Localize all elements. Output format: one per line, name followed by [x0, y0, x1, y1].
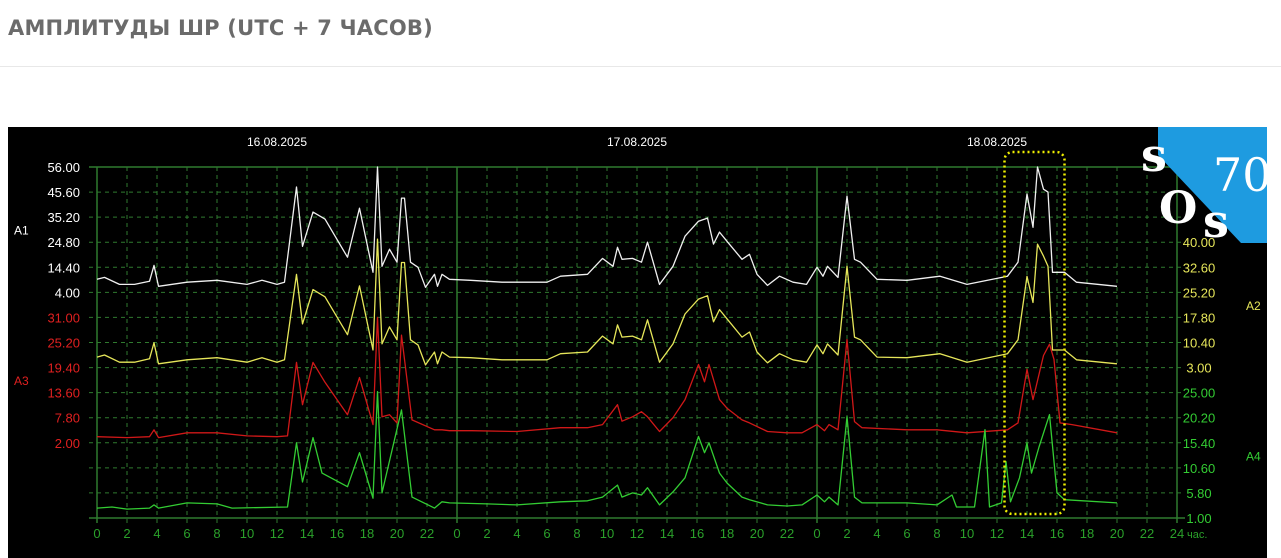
x-tick-label: 22 — [780, 526, 794, 541]
x-tick-label: 12 — [270, 526, 284, 541]
svg-text:s: s — [1141, 128, 1167, 182]
y-tick-label: 17.80 — [1183, 310, 1216, 325]
y-tick-label: 56.00 — [47, 160, 80, 175]
x-tick-label: 4 — [873, 526, 880, 541]
x-tick-label: 22 — [420, 526, 434, 541]
x-tick-label: 10 — [240, 526, 254, 541]
x-tick-label: 2 — [483, 526, 490, 541]
axis-label-a1: A1 — [14, 224, 29, 238]
y-tick-label: 10.60 — [1183, 461, 1216, 476]
date-label: 16.08.2025 — [247, 135, 307, 149]
series-line-a4 — [96, 390, 1118, 510]
x-tick-label: 10 — [960, 526, 974, 541]
highlight-box — [1003, 150, 1066, 516]
axis-label-a4: A4 — [1246, 449, 1261, 463]
x-tick-label: 8 — [213, 526, 220, 541]
x-tick-label: 2 — [843, 526, 850, 541]
series-line-a2 — [96, 238, 1118, 366]
y-tick-label: 25.20 — [47, 336, 80, 351]
x-tick-label: 0 — [453, 526, 460, 541]
date-label: 17.08.2025 — [607, 135, 667, 149]
divider — [0, 66, 1281, 67]
y-tick-label: 15.40 — [1183, 436, 1216, 451]
y-tick-label: 35.20 — [47, 210, 80, 225]
y-tick-label: 31.00 — [47, 310, 80, 325]
y-tick-label: 32.60 — [1183, 260, 1216, 275]
svg-text:s: s — [1203, 194, 1229, 245]
y-tick-label: 20.20 — [1183, 411, 1216, 426]
series-line-a1 — [96, 166, 1118, 288]
y-tick-label: 24.80 — [47, 235, 80, 250]
x-tick-label: 16 — [690, 526, 704, 541]
y-tick-label: 10.40 — [1183, 336, 1216, 351]
x-tick-label: 12 — [990, 526, 1004, 541]
x-tick-label: 6 — [903, 526, 910, 541]
y-tick-label: 45.60 — [47, 185, 80, 200]
x-tick-label: 20 — [750, 526, 764, 541]
x-tick-label: 22 — [1140, 526, 1154, 541]
x-tick-label: 14 — [1020, 526, 1034, 541]
x-tick-label: 20 — [1110, 526, 1124, 541]
y-tick-label: 25.20 — [1183, 285, 1216, 300]
y-tick-label: 7.80 — [55, 411, 80, 426]
axis-label-a3: A3 — [14, 374, 29, 388]
series-line-a3 — [96, 316, 1118, 439]
y-tick-label: 1.00 — [1186, 511, 1211, 526]
x-tick-label: 4 — [513, 526, 520, 541]
x-tick-label: 20 — [390, 526, 404, 541]
x-tick-label: 12 — [630, 526, 644, 541]
x-tick-label: 18 — [360, 526, 374, 541]
x-tick-label: 10 — [600, 526, 614, 541]
x-tick-label: 16 — [1050, 526, 1064, 541]
y-tick-label: 25.00 — [1183, 386, 1216, 401]
axis-label-a2: A2 — [1246, 299, 1261, 313]
x-tick-label: 16 — [330, 526, 344, 541]
y-tick-label: 2.00 — [55, 436, 80, 451]
x-tick-label: 14 — [660, 526, 674, 541]
x-unit-label: час. — [1187, 529, 1207, 541]
x-tick-label: 8 — [933, 526, 940, 541]
x-tick-label: 6 — [183, 526, 190, 541]
page-title: АМПЛИТУДЫ ШР (UTC + 7 ЧАСОВ) — [8, 16, 433, 40]
x-tick-label: 24 — [1170, 526, 1184, 541]
date-label: 18.08.2025 — [967, 135, 1027, 149]
logo: s 70 O s — [1141, 127, 1267, 245]
y-tick-label: 5.80 — [1186, 486, 1211, 501]
x-tick-label: 6 — [543, 526, 550, 541]
x-tick-label: 14 — [300, 526, 314, 541]
svg-text:O: O — [1159, 183, 1197, 234]
x-tick-label: 4 — [153, 526, 160, 541]
y-tick-label: 14.40 — [47, 260, 80, 275]
x-tick-label: 2 — [123, 526, 130, 541]
y-tick-label: 4.00 — [55, 285, 80, 300]
y-tick-label: 3.00 — [1186, 361, 1211, 376]
x-tick-label: 0 — [813, 526, 820, 541]
y-tick-label: 13.60 — [47, 386, 80, 401]
y-tick-label: 19.40 — [47, 361, 80, 376]
x-tick-label: 8 — [573, 526, 580, 541]
x-tick-label: 18 — [1080, 526, 1094, 541]
y-tick-label: 40.00 — [1183, 235, 1216, 250]
svg-text:70: 70 — [1213, 148, 1267, 202]
x-tick-label: 18 — [720, 526, 734, 541]
x-tick-label: 0 — [93, 526, 100, 541]
